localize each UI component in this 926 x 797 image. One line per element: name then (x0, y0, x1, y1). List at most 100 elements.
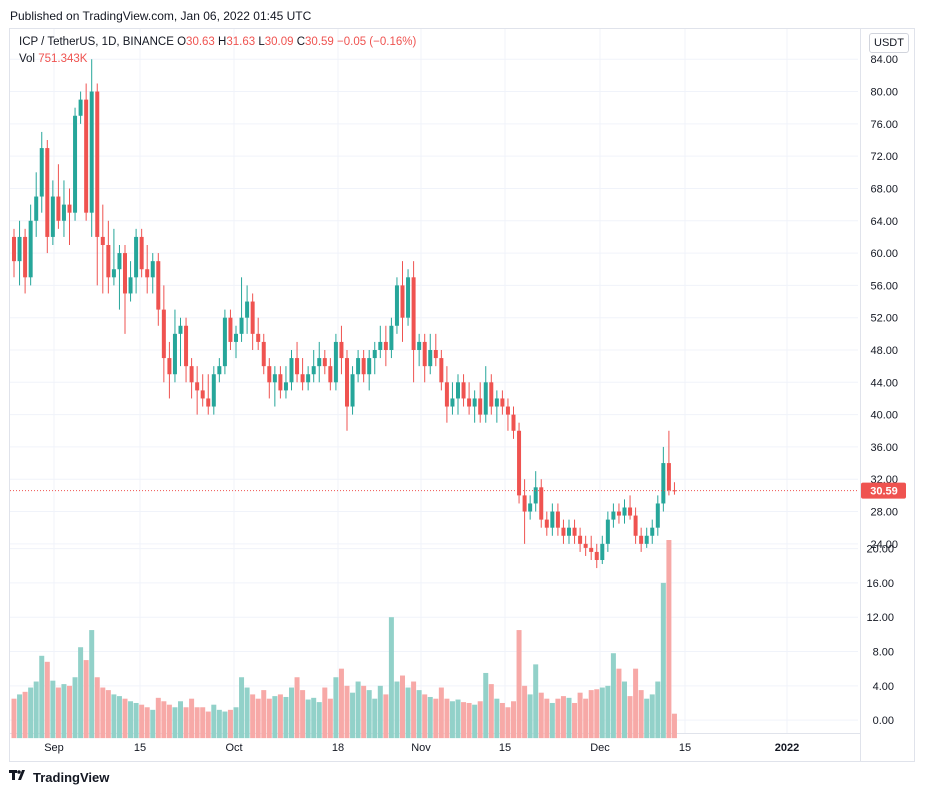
candle (111, 228, 116, 286)
candle-body (567, 527, 571, 536)
candle-body (161, 309, 166, 359)
volume-bar (183, 707, 189, 739)
volume-bar (22, 691, 28, 739)
candle (411, 261, 416, 383)
candle (217, 358, 222, 383)
volume-bar (622, 681, 627, 739)
price-tick-label: 36.00 (870, 442, 898, 454)
volume-bar (100, 687, 106, 739)
candle (245, 285, 250, 334)
candle-body (561, 527, 566, 536)
candle-body (184, 325, 189, 367)
volume-tick-label: 12.00 (866, 612, 894, 624)
volume-bar (139, 704, 145, 739)
time-tick-label: Dec (590, 742, 610, 754)
candle (200, 374, 205, 407)
candle-body (12, 236, 16, 262)
candle (106, 220, 111, 294)
candle-body (411, 277, 416, 350)
volume-bar (133, 702, 139, 739)
volume-bar (655, 681, 661, 739)
volume-bar (333, 677, 339, 739)
candle (666, 430, 671, 496)
candle-body (467, 398, 472, 407)
volume-bar (239, 677, 245, 739)
price-tick-label: 24.00 (870, 539, 898, 551)
volume-tick-label: 0.00 (873, 715, 894, 727)
candle-body (256, 333, 261, 342)
candle (505, 398, 510, 431)
volume-bar (283, 696, 289, 739)
candle-body (383, 341, 388, 350)
candle (261, 333, 266, 375)
tradingview-logo[interactable]: TradingView (9, 770, 109, 785)
candle-body (300, 374, 305, 383)
candle-body (483, 382, 488, 415)
candle (250, 293, 255, 350)
volume-bar (583, 698, 589, 739)
time-tick-label: 18 (332, 742, 344, 754)
volume-bar (455, 699, 461, 739)
volume-bar (55, 687, 61, 739)
candle (306, 366, 311, 391)
price-scale-divider (860, 28, 861, 762)
candle-body (517, 430, 522, 496)
candle (361, 350, 366, 383)
candle-body (439, 358, 444, 383)
candle-body (23, 236, 28, 278)
price-tick-label: 64.00 (870, 216, 898, 228)
time-tick-label: Oct (225, 742, 242, 754)
candle-body (378, 341, 383, 350)
candle (184, 317, 189, 383)
candle (78, 91, 83, 124)
high-label: H (218, 36, 227, 48)
volume-bar (555, 698, 561, 739)
candle (34, 172, 39, 237)
price-tick-label: 72.00 (870, 151, 898, 163)
volume-bar (194, 707, 200, 739)
candle-body (528, 503, 533, 512)
candle-body (178, 325, 183, 334)
volume-bar (316, 702, 322, 739)
candle (283, 366, 288, 399)
candle (150, 253, 155, 294)
volume-bar (477, 701, 483, 739)
candle (461, 374, 466, 407)
candle-body (156, 261, 161, 310)
candle-body (345, 358, 349, 407)
volume-bar (350, 692, 356, 739)
candle (550, 503, 555, 536)
candle (394, 277, 399, 334)
candle (467, 382, 472, 415)
volume-bar (277, 694, 283, 739)
candle-body (578, 535, 583, 544)
volume-bar (527, 694, 533, 739)
candle-body (50, 196, 55, 237)
candle-body (461, 382, 466, 399)
candle-body (45, 148, 50, 237)
volume-bar (594, 689, 600, 739)
candle (594, 543, 599, 569)
candle (345, 350, 349, 431)
candle-body (422, 341, 427, 367)
candle (539, 479, 544, 528)
volume-axis-labels: 20.00 16.00 12.00 8.00 4.00 0.00 (866, 544, 894, 728)
candle (300, 358, 305, 391)
candle (50, 180, 55, 245)
candle-body (544, 519, 549, 528)
volume-bar (161, 701, 167, 739)
price-tick-label: 68.00 (870, 183, 898, 195)
time-tick-label: 15 (134, 742, 146, 754)
volume-bar (250, 694, 256, 739)
candle (156, 253, 161, 326)
volume-bar (538, 692, 544, 739)
candle-body (650, 527, 655, 536)
candle (456, 374, 460, 415)
volume-bar (533, 664, 539, 739)
candle-body (533, 487, 538, 504)
candle (139, 228, 144, 278)
price-tick-label: 52.00 (870, 313, 898, 325)
currency-button[interactable]: USDT (869, 33, 909, 53)
candle (267, 358, 272, 399)
